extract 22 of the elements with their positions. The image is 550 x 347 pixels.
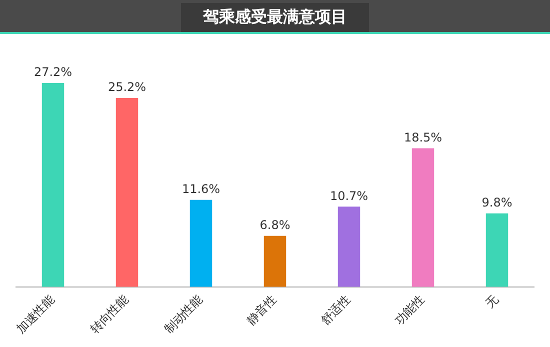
bar xyxy=(264,236,286,287)
bar xyxy=(486,213,508,287)
data-label: 10.7% xyxy=(330,188,368,203)
x-tick-label: 无 xyxy=(482,292,502,311)
bar xyxy=(42,82,64,287)
x-tick-label: 加速性能 xyxy=(13,292,58,336)
x-tick-label: 转向性能 xyxy=(87,292,132,336)
bar xyxy=(412,148,434,287)
data-label: 18.5% xyxy=(404,130,442,144)
x-tick-label: 静音性 xyxy=(244,292,280,328)
data-label: 27.2% xyxy=(34,65,72,80)
x-tick-label: 制动性能 xyxy=(161,292,206,336)
data-label: 25.2% xyxy=(108,80,146,94)
bar xyxy=(338,206,360,287)
data-label: 9.8% xyxy=(482,196,512,210)
data-label: 11.6% xyxy=(182,182,220,196)
data-label: 6.8% xyxy=(260,218,290,232)
x-tick-label: 舒适性 xyxy=(318,292,354,328)
x-tick-label: 功能性 xyxy=(392,292,428,328)
chart-title: 驾乘感受最满意项目 xyxy=(181,3,369,32)
bar xyxy=(190,200,212,287)
bar xyxy=(116,98,138,287)
